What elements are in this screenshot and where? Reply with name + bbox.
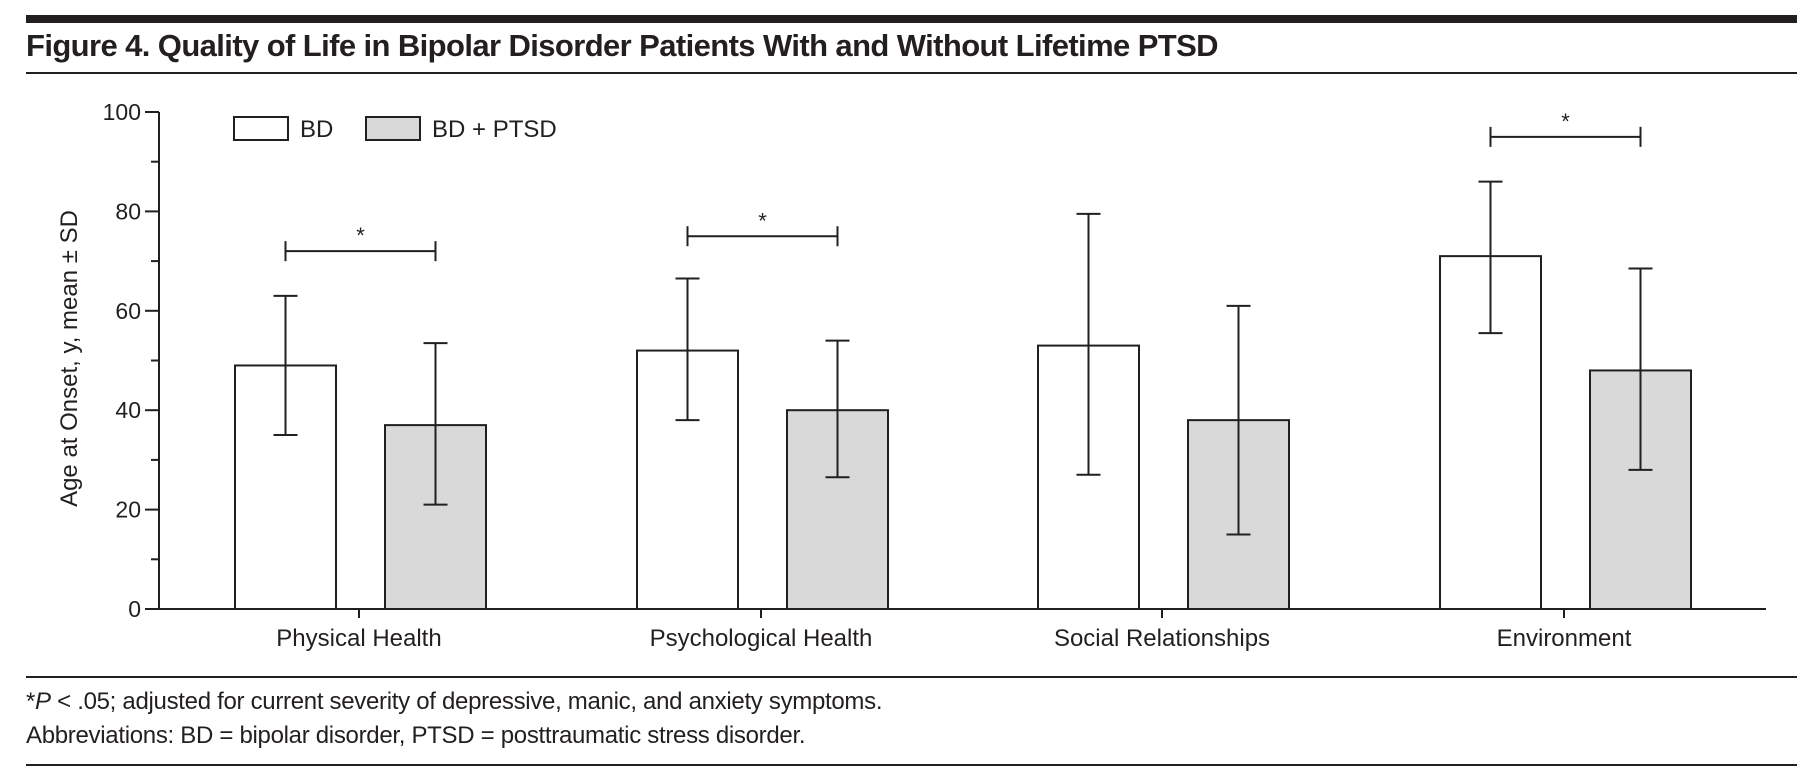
legend-label: BD (300, 116, 333, 143)
footnote-abbreviations: Abbreviations: BD = bipolar disorder, PT… (26, 722, 806, 749)
footnote-text: < .05; adjusted for current severity of … (50, 688, 883, 715)
y-tick-label: 80 (115, 198, 141, 224)
y-tick-label: 60 (115, 298, 141, 324)
top-rule (26, 15, 1797, 23)
footnote-p: P (35, 688, 51, 715)
legend-swatch-bd-ptsd (365, 116, 421, 141)
x-tick-label: Social Relationships (1054, 625, 1270, 652)
significance-marker: * (356, 223, 365, 248)
footnote-rule (26, 676, 1797, 678)
bar-bd-ptsd (384, 424, 487, 610)
x-tick-label: Environment (1497, 625, 1632, 652)
footnote-star: * (26, 688, 36, 715)
significance-marker: * (758, 208, 767, 233)
figure-title: Figure 4. Quality of Life in Bipolar Dis… (26, 28, 1219, 63)
y-tick-label: 40 (115, 397, 141, 423)
x-tick-label: Psychological Health (650, 625, 873, 652)
y-tick-label: 0 (128, 596, 141, 622)
bottom-rule (26, 764, 1797, 766)
y-axis-label: Age at Onset, y, mean ± SD (56, 210, 83, 507)
bar-chart: 0 20 40 60 80 100 Age at Onset, y, mean ± SD Ph… (56, 99, 1766, 652)
legend-label: BD + PTSD (432, 116, 557, 143)
footnote-significance: *P < .05; adjusted for current severity … (26, 688, 883, 716)
y-tick-label: 100 (103, 99, 141, 125)
y-tick-label: 20 (115, 497, 141, 523)
title-rule (26, 72, 1797, 74)
x-tick-label: Physical Health (276, 625, 441, 652)
significance-marker: * (1561, 109, 1570, 134)
legend-swatch-bd (233, 116, 289, 141)
